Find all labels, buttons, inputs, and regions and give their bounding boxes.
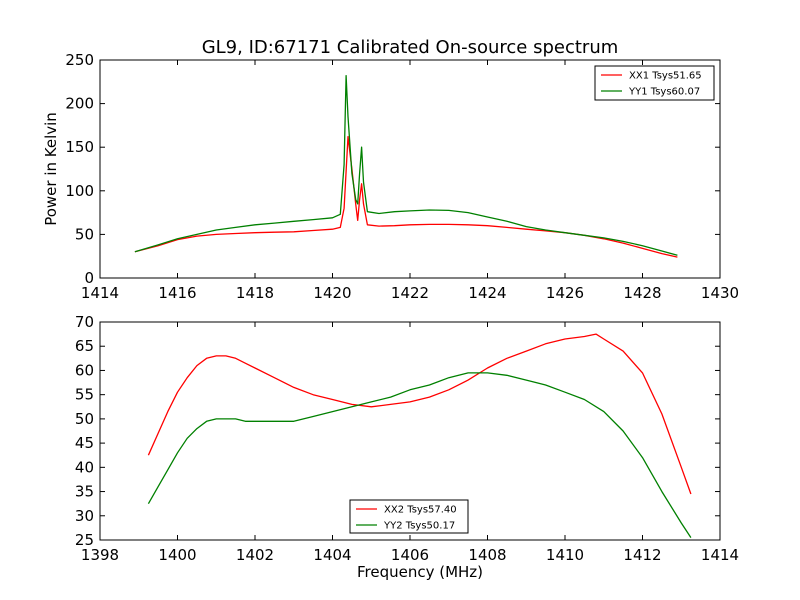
x-tick-label-0-6: 1426: [546, 284, 584, 302]
x-tick-label-0-0: 1414: [81, 284, 119, 302]
legend-label-0-0: XX1 Tsys51.65: [629, 71, 702, 82]
x-tick-label-0-2: 1418: [236, 284, 274, 302]
x-axis-label-1: Frequency (MHz): [357, 563, 483, 581]
legend-box-1: [349, 499, 469, 534]
x-tick-label-0-5: 1424: [468, 284, 506, 302]
y-axis-label-0: Power in Kelvin: [42, 112, 60, 226]
y-tick-label-1-2: 35: [75, 483, 94, 501]
y-tick-label-0-1: 50: [75, 225, 94, 243]
x-tick-label-0-4: 1422: [391, 284, 429, 302]
y-tick-label-1-0: 25: [75, 531, 94, 549]
series-line-0-1: [134, 75, 678, 256]
legend-label-1-1: YY2 Tsys50.17: [383, 521, 455, 532]
x-tick-label-1-5: 1408: [468, 546, 506, 564]
y-tick-label-0-5: 250: [65, 51, 94, 69]
x-tick-label-1-1: 1400: [158, 546, 196, 564]
y-tick-label-1-4: 45: [75, 434, 94, 452]
y-tick-label-0-3: 150: [65, 138, 94, 156]
legend-label-1-0: XX2 Tsys57.40: [384, 505, 457, 516]
y-tick-label-1-7: 60: [75, 361, 94, 379]
y-tick-label-1-6: 55: [75, 386, 94, 404]
y-tick-label-0-0: 0: [84, 269, 94, 287]
y-tick-label-0-4: 200: [65, 95, 94, 113]
x-tick-label-1-7: 1412: [623, 546, 661, 564]
legend-box-0: [594, 65, 715, 101]
x-tick-label-0-8: 1430: [701, 284, 739, 302]
x-tick-label-0-7: 1428: [623, 284, 661, 302]
x-tick-label-1-4: 1406: [391, 546, 429, 564]
x-tick-label-1-2: 1402: [236, 546, 274, 564]
y-tick-label-1-8: 65: [75, 337, 94, 355]
x-tick-label-0-3: 1420: [313, 284, 351, 302]
x-tick-label-1-8: 1414: [701, 546, 739, 564]
y-tick-label-0-2: 100: [65, 182, 94, 200]
y-tick-label-1-5: 50: [75, 410, 94, 428]
top-panel: 1414 1416 1418 1420 1422 1424 1426 1428 1430 0 50 1…: [42, 51, 739, 302]
y-tick-label-1-1: 30: [75, 507, 94, 525]
y-tick-label-1-9: 70: [75, 313, 94, 331]
bottom-panel: 1398 1400 1402 1404 1406 1408 1410 1412 1414 25 30…: [75, 313, 739, 581]
x-tick-label-1-6: 1410: [546, 546, 584, 564]
legend-label-0-1: YY1 Tsys60.07: [628, 87, 700, 98]
series-line-1-0: [147, 333, 692, 495]
x-tick-label-1-0: 1398: [81, 546, 119, 564]
x-tick-label-0-1: 1416: [158, 284, 196, 302]
series-line-1-1: [147, 372, 692, 538]
x-tick-label-1-3: 1404: [313, 546, 351, 564]
y-tick-label-1-3: 40: [75, 458, 94, 476]
chart-title: GL9, ID:67171 Calibrated On-source spect…: [202, 37, 619, 58]
